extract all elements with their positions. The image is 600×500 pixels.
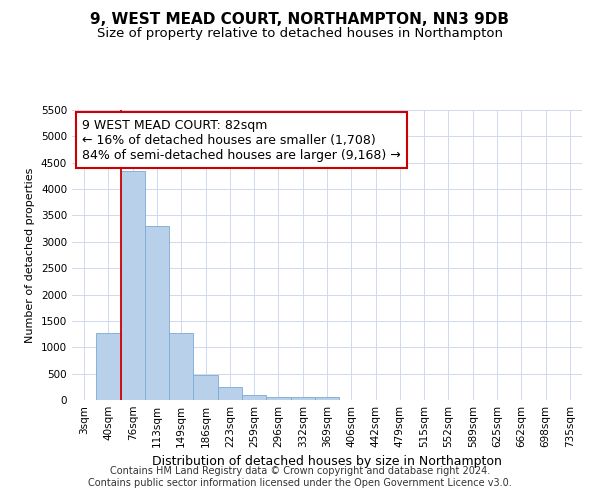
Bar bbox=[218, 388, 242, 400]
Text: Contains HM Land Registry data © Crown copyright and database right 2024.
Contai: Contains HM Land Registry data © Crown c… bbox=[88, 466, 512, 487]
Text: 9, WEST MEAD COURT, NORTHAMPTON, NN3 9DB: 9, WEST MEAD COURT, NORTHAMPTON, NN3 9DB bbox=[91, 12, 509, 28]
Text: Size of property relative to detached houses in Northampton: Size of property relative to detached ho… bbox=[97, 28, 503, 40]
Y-axis label: Number of detached properties: Number of detached properties bbox=[25, 168, 35, 342]
Bar bbox=[242, 396, 266, 400]
Bar bbox=[266, 397, 290, 400]
X-axis label: Distribution of detached houses by size in Northampton: Distribution of detached houses by size … bbox=[152, 456, 502, 468]
Text: 9 WEST MEAD COURT: 82sqm
← 16% of detached houses are smaller (1,708)
84% of sem: 9 WEST MEAD COURT: 82sqm ← 16% of detach… bbox=[82, 118, 401, 162]
Bar bbox=[96, 332, 121, 400]
Bar bbox=[315, 398, 339, 400]
Bar bbox=[169, 332, 193, 400]
Bar bbox=[145, 226, 169, 400]
Bar bbox=[121, 170, 145, 400]
Bar bbox=[193, 374, 218, 400]
Bar bbox=[290, 398, 315, 400]
